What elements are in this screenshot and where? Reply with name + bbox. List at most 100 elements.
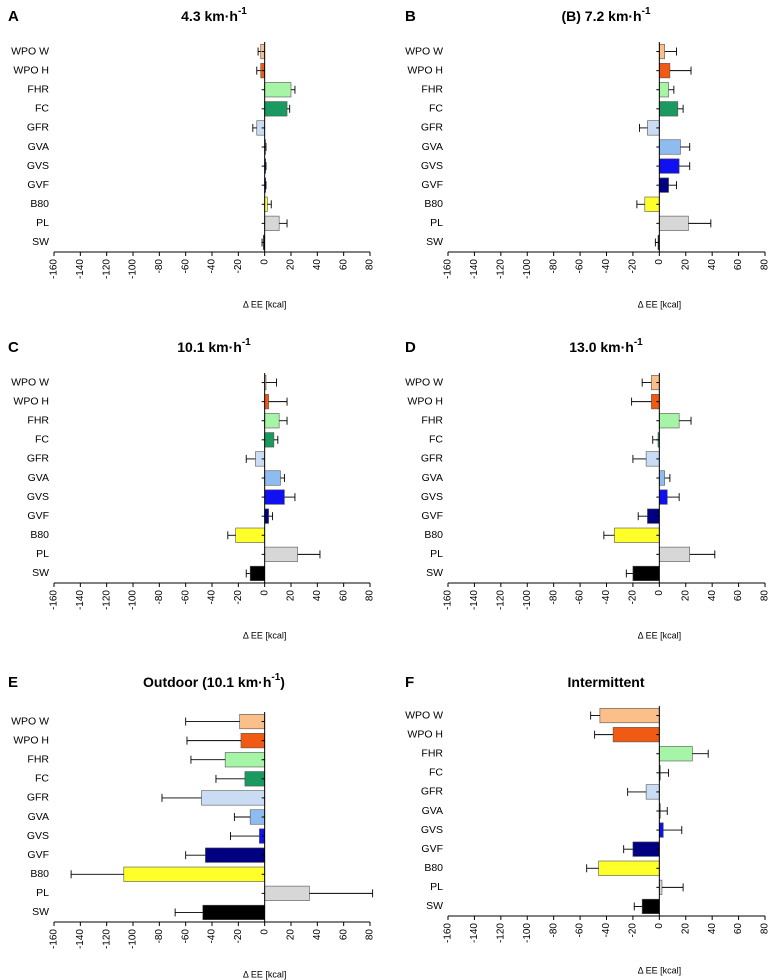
title-suffix: ) xyxy=(280,674,285,690)
x-tick-label: -160 xyxy=(49,929,60,949)
panel-letter: C xyxy=(8,339,19,356)
category-label: WPO W xyxy=(405,376,443,388)
x-tick-label: -20 xyxy=(233,929,244,944)
bar xyxy=(123,866,265,882)
bar xyxy=(240,733,265,749)
category-label: GVS xyxy=(27,830,49,842)
x-tick-label: 20 xyxy=(286,929,297,941)
panel-a: A 4.3 km·h-1 WPO W WPO H FHR FC GFR GVA GVS GVF B8… xyxy=(8,6,376,310)
category-label: GVF xyxy=(421,179,443,191)
x-tick-label: 60 xyxy=(338,259,349,271)
x-tick-label: 80 xyxy=(365,590,376,602)
x-tick-label: -40 xyxy=(207,259,218,274)
category-label: SW xyxy=(32,567,49,579)
category-label: WPO W xyxy=(405,45,443,57)
x-tick-label: 0 xyxy=(259,259,270,265)
bar xyxy=(264,470,281,486)
title-superscript: -1 xyxy=(642,6,651,17)
panel-letter: D xyxy=(405,339,416,356)
category-label: GVA xyxy=(422,472,443,484)
category-label: SW xyxy=(426,236,443,248)
category-label: PL xyxy=(36,217,49,229)
bar xyxy=(659,822,664,838)
x-tick-label: -100 xyxy=(128,929,139,949)
bar xyxy=(264,885,310,901)
x-tick-label: 40 xyxy=(312,929,323,941)
bar xyxy=(659,63,671,79)
x-axis-label: Δ EE [kcal] xyxy=(243,630,287,640)
x-tick-label: -80 xyxy=(154,259,165,274)
x-tick-label: -160 xyxy=(49,590,60,610)
title-main: 13.0 km·h xyxy=(569,339,634,355)
panel-letter: B xyxy=(405,8,416,25)
category-label: GVF xyxy=(421,510,443,522)
x-tick-label: 60 xyxy=(733,259,744,271)
category-label: WPO W xyxy=(405,709,443,721)
bar xyxy=(659,746,693,762)
x-tick-label: -140 xyxy=(469,590,480,610)
x-tick-label: -40 xyxy=(601,923,612,938)
x-tick-label: -160 xyxy=(443,259,454,279)
x-tick-label: -160 xyxy=(49,259,60,279)
category-label: FHR xyxy=(27,84,49,96)
panel-e: E Outdoor (10.1 km·h-1) WPO W WPO H FHR FC GFR… xyxy=(8,672,376,980)
x-tick-label: -100 xyxy=(522,259,533,279)
bar xyxy=(264,82,292,98)
panel-letter: E xyxy=(8,674,18,691)
category-label: FC xyxy=(35,434,49,446)
category-label: PL xyxy=(36,548,49,560)
category-label: WPO H xyxy=(13,64,49,76)
x-tick-label: -20 xyxy=(233,590,244,605)
category-label: B80 xyxy=(30,529,49,541)
bar xyxy=(239,713,265,730)
category-label: SW xyxy=(32,236,49,248)
category-label: GVS xyxy=(421,824,443,836)
bar xyxy=(659,82,669,98)
category-label: WPO W xyxy=(11,376,49,388)
bar xyxy=(264,413,280,429)
x-tick-label: 80 xyxy=(760,590,771,602)
category-label: GVF xyxy=(421,843,443,855)
x-tick-label: -20 xyxy=(628,259,639,274)
category-label: GVS xyxy=(27,160,49,172)
x-tick-label: -140 xyxy=(75,929,86,949)
category-label: WPO H xyxy=(407,728,443,740)
title-main: Intermittent xyxy=(568,674,645,690)
category-label: GVF xyxy=(27,849,49,861)
x-tick-label: -80 xyxy=(154,929,165,944)
x-tick-label: -120 xyxy=(101,590,112,610)
category-label: WPO H xyxy=(407,64,443,76)
category-label: WPO H xyxy=(13,734,49,746)
panel-c: C 10.1 km·h-1 WPO W WPO H FHR FC GFR GVA GVS GVF B… xyxy=(8,337,376,641)
category-label: PL xyxy=(430,217,443,229)
category-label: SW xyxy=(32,906,49,918)
x-tick-label: -120 xyxy=(101,929,112,949)
x-axis-label: Δ EE [kcal] xyxy=(638,299,682,309)
x-tick-label: 60 xyxy=(733,590,744,602)
bar xyxy=(659,546,691,562)
x-tick-label: -40 xyxy=(601,590,612,605)
x-tick-label: -120 xyxy=(495,259,506,279)
category-label: FC xyxy=(429,103,443,115)
x-tick-label: -160 xyxy=(443,923,454,943)
title-superscript: -1 xyxy=(634,337,643,348)
x-tick-label: 60 xyxy=(338,929,349,941)
x-axis-label: Δ EE [kcal] xyxy=(243,299,287,309)
panel-title: 10.1 km·h-1 xyxy=(177,337,251,355)
x-tick-label: 0 xyxy=(259,590,270,596)
x-tick-label: -60 xyxy=(180,590,191,605)
bar xyxy=(264,432,275,448)
x-tick-label: -140 xyxy=(469,923,480,943)
category-label: WPO H xyxy=(13,395,49,407)
x-tick-label: -20 xyxy=(628,923,639,938)
category-label: GFR xyxy=(27,792,50,804)
category-label: GFR xyxy=(421,122,444,134)
x-tick-label: -80 xyxy=(548,923,559,938)
x-tick-label: -140 xyxy=(75,590,86,610)
bar xyxy=(264,215,280,231)
x-tick-label: -100 xyxy=(522,590,533,610)
x-tick-label: -140 xyxy=(469,259,480,279)
bar xyxy=(205,847,265,863)
category-label: FC xyxy=(429,767,443,779)
title-main: Outdoor (10.1 km·h xyxy=(143,674,271,690)
